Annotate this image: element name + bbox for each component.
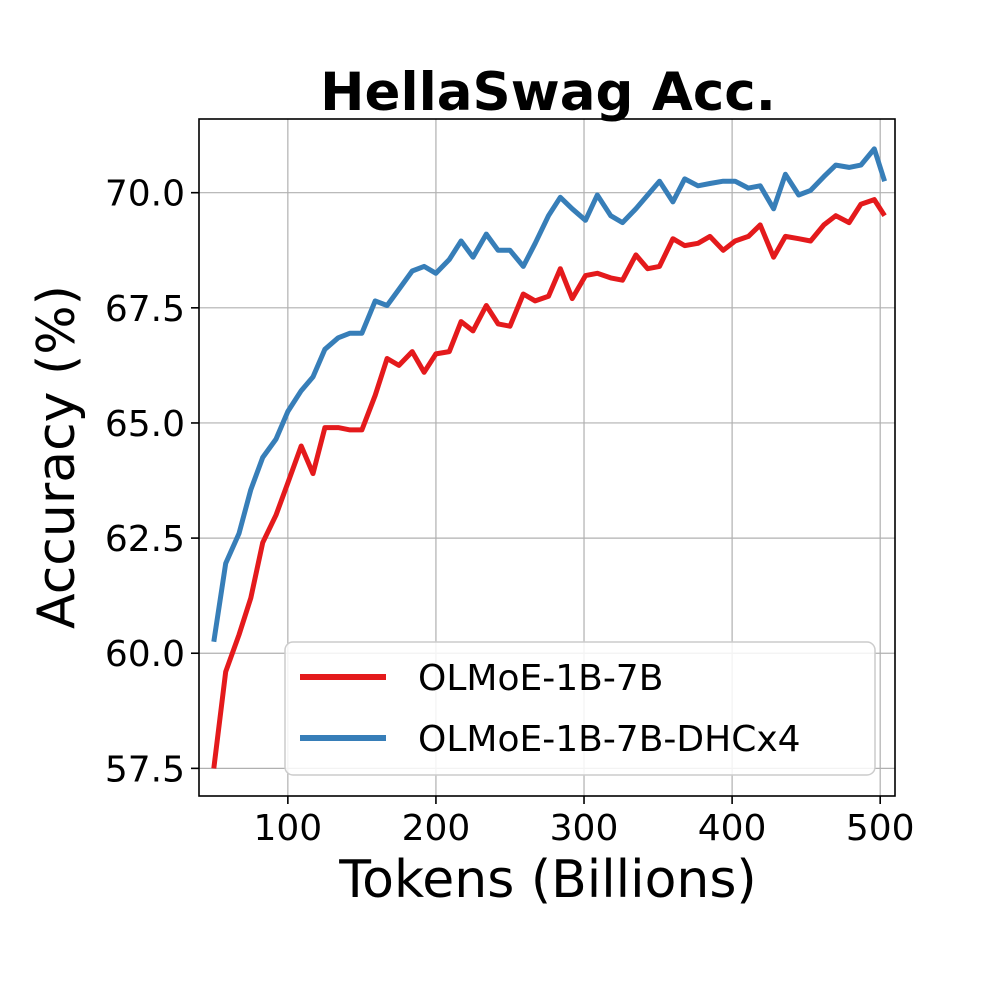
x-tick-label: 200	[402, 808, 471, 849]
legend-label-olmoe: OLMoE-1B-7B	[418, 658, 663, 699]
chart-title: HellaSwag Acc.	[320, 62, 776, 123]
x-tick-label: 300	[550, 808, 619, 849]
y-tick-label: 70.0	[105, 174, 185, 215]
x-tick-label: 400	[698, 808, 767, 849]
y-axis: 57.5 60.0 62.5 65.0 67.5 70.0	[105, 174, 199, 790]
legend-box	[284, 641, 876, 776]
series-line-0	[211, 197, 887, 769]
y-tick-label: 65.0	[105, 404, 185, 445]
plot-frame	[198, 118, 896, 797]
x-tick-label: 500	[846, 808, 915, 849]
y-tick-label: 60.0	[105, 634, 185, 675]
legend: OLMoE-1B-7B OLMoE-1B-7B-DHCx4	[284, 641, 876, 776]
y-tick-label: 57.5	[105, 749, 185, 790]
legend-label-olmoe-dhcx4: OLMoE-1B-7B-DHCx4	[418, 719, 801, 760]
series-layer	[211, 146, 887, 769]
series-line-1	[211, 146, 887, 643]
y-tick-label: 62.5	[105, 519, 185, 560]
x-tick-label: 100	[253, 808, 322, 849]
y-tick-label: 67.5	[105, 289, 185, 330]
y-axis-label: Accuracy (%)	[27, 285, 87, 629]
x-axis-label: Tokens (Billions)	[338, 850, 756, 910]
x-axis: 100 200 300 400 500	[253, 796, 915, 849]
